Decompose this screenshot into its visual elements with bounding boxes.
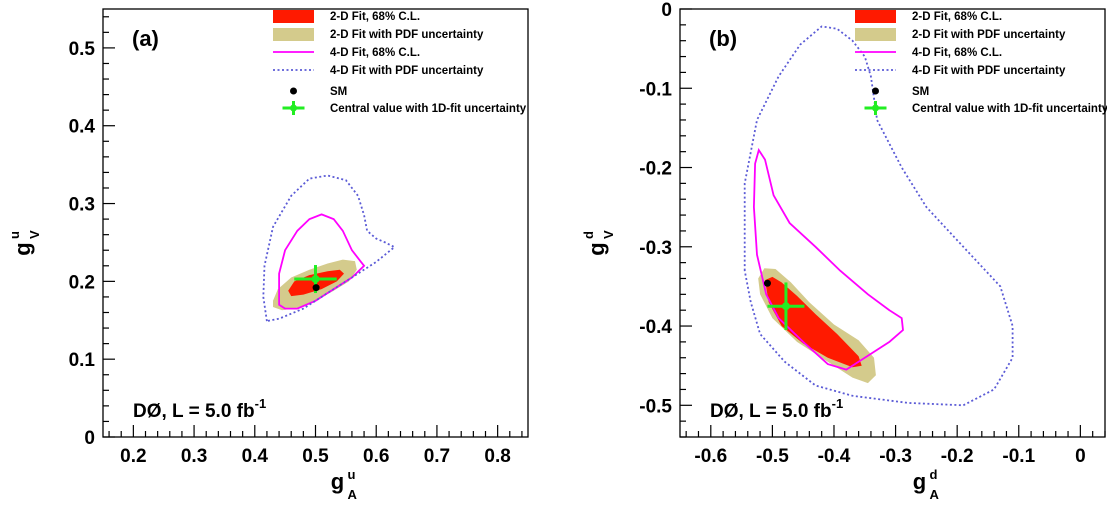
y-axis-label: gu V (7, 230, 42, 256)
y-axis-label-main: g (10, 242, 35, 255)
legend-label-fit4d: 4-D Fit, 68% C.L. (912, 47, 1002, 59)
legend-swatch-pdf2d (855, 28, 896, 41)
x-tick-label: 0.4 (242, 446, 269, 467)
legend-label-pdf2d: 2-D Fit with PDF uncertainty (330, 29, 484, 41)
legend-swatch-central-dot (290, 104, 297, 112)
panel-label: (b) (709, 26, 737, 51)
y-tick-label: 0.5 (69, 39, 96, 60)
x-axis-label: g dA (913, 467, 940, 502)
y-axis-label-sub: V (27, 230, 42, 239)
y-tick-label: -0.2 (639, 159, 672, 180)
x-tick-label: -0.5 (756, 446, 789, 467)
legend-label-fit2d: 2-D Fit, 68% C.L. (330, 11, 420, 23)
legend-label-fit4d: 4-D Fit, 68% C.L. (330, 47, 420, 59)
x-tick-label: -0.3 (879, 446, 912, 467)
contour-4d-fit (278, 213, 366, 310)
x-tick-label: 0.3 (181, 446, 207, 467)
y-tick-label: 0.1 (69, 350, 96, 371)
legend-swatch-fit2d (855, 10, 896, 23)
legend-label-pdf2d: 2-D Fit with PDF uncertainty (912, 29, 1066, 41)
central-value-point (781, 302, 790, 311)
y-axis-label-sup: d (581, 231, 596, 239)
y-tick-label: 0 (661, 0, 672, 21)
x-tick-label: 0.5 (302, 446, 329, 467)
experiment-label: DØ, L = 5.0 fb-1 (710, 396, 843, 422)
legend: 2-D Fit, 68% C.L. 2-D Fit with PDF uncert… (273, 10, 527, 115)
legend-swatch-central-dot (872, 104, 879, 112)
y-tick-label: 0.2 (69, 272, 95, 293)
legend-swatch-sm (872, 87, 879, 95)
experiment-label-text: DØ, L = 5.0 fb (133, 401, 255, 422)
experiment-label: DØ, L = 5.0 fb-1 (133, 396, 266, 422)
x-tick-label: 0 (1075, 446, 1086, 467)
panel-a: 0.2 0.3 0.4 0.5 0.6 0.7 0.800.10.20.30.40.5g uA… (7, 8, 529, 502)
y-tick-label: -0.1 (639, 79, 672, 100)
y-tick-label: -0.3 (639, 238, 672, 259)
legend-label-sm: SM (912, 86, 929, 98)
x-tick-label: -0.2 (941, 446, 974, 467)
y-tick-label: -0.4 (639, 317, 672, 338)
legend-swatch-pdf2d (273, 28, 314, 41)
legend-label-pdf4d: 4-D Fit with PDF uncertainty (912, 65, 1066, 77)
panel-b: -0.6 -0.5 -0.4 -0.3 -0.2 -0.1 0 -0.5 -0.4 -0.3 -0.… (581, 0, 1107, 502)
experiment-label-sup: -1 (832, 396, 844, 411)
y-axis-label-main: g (584, 242, 609, 255)
x-axis-label-sup: d (930, 467, 938, 482)
y-tick-label: 0 (84, 428, 95, 449)
plot-frame (679, 8, 1106, 438)
x-tick-label: 0.2 (120, 446, 146, 467)
central-value-point (311, 275, 320, 284)
y-tick-label: -0.5 (639, 396, 672, 417)
legend-label-sm: SM (330, 86, 347, 98)
contour-2d-fit (765, 276, 862, 368)
y-axis-label-sub: V (601, 230, 616, 239)
x-axis-label-main: g (913, 469, 926, 494)
legend-label-central: Central value with 1D-fit uncertainty (330, 103, 527, 115)
x-tick-label: -0.1 (1002, 446, 1035, 467)
x-tick-label: 0.8 (484, 446, 510, 467)
x-tick-label: 0.6 (363, 446, 389, 467)
legend-swatch-fit2d (273, 10, 314, 23)
legend-label-pdf4d: 4-D Fit with PDF uncertainty (330, 65, 484, 77)
legend: 2-D Fit, 68% C.L. 2-D Fit with PDF uncert… (855, 10, 1107, 115)
sm-point (312, 284, 320, 292)
legend-swatch-sm (290, 87, 297, 95)
y-axis-label-sup: u (7, 231, 22, 239)
x-tick-label: -0.4 (818, 446, 851, 467)
legend-label-fit2d: 2-D Fit, 68% C.L. (912, 11, 1002, 23)
x-tick-label: -0.6 (694, 446, 727, 467)
contour-4d-pdf (743, 25, 1014, 407)
panel-label: (a) (132, 26, 159, 51)
experiment-label-sup: -1 (255, 396, 267, 411)
experiment-label-text: DØ, L = 5.0 fb (710, 401, 832, 422)
y-tick-label: 0.4 (69, 117, 96, 138)
x-axis-label-sub: A (930, 487, 940, 502)
sm-point (763, 279, 771, 287)
legend-label-central: Central value with 1D-fit uncertainty (912, 103, 1107, 115)
y-tick-label: 0.3 (69, 195, 95, 216)
x-axis-label-sup: u (348, 467, 356, 482)
x-axis-label: g uA (331, 467, 358, 502)
x-axis-label-sub: A (348, 487, 358, 502)
x-tick-label: 0.7 (424, 446, 450, 467)
x-axis-label-main: g (331, 469, 344, 494)
contour-4d-fit (752, 147, 904, 371)
y-axis-label: gd V (581, 230, 616, 256)
